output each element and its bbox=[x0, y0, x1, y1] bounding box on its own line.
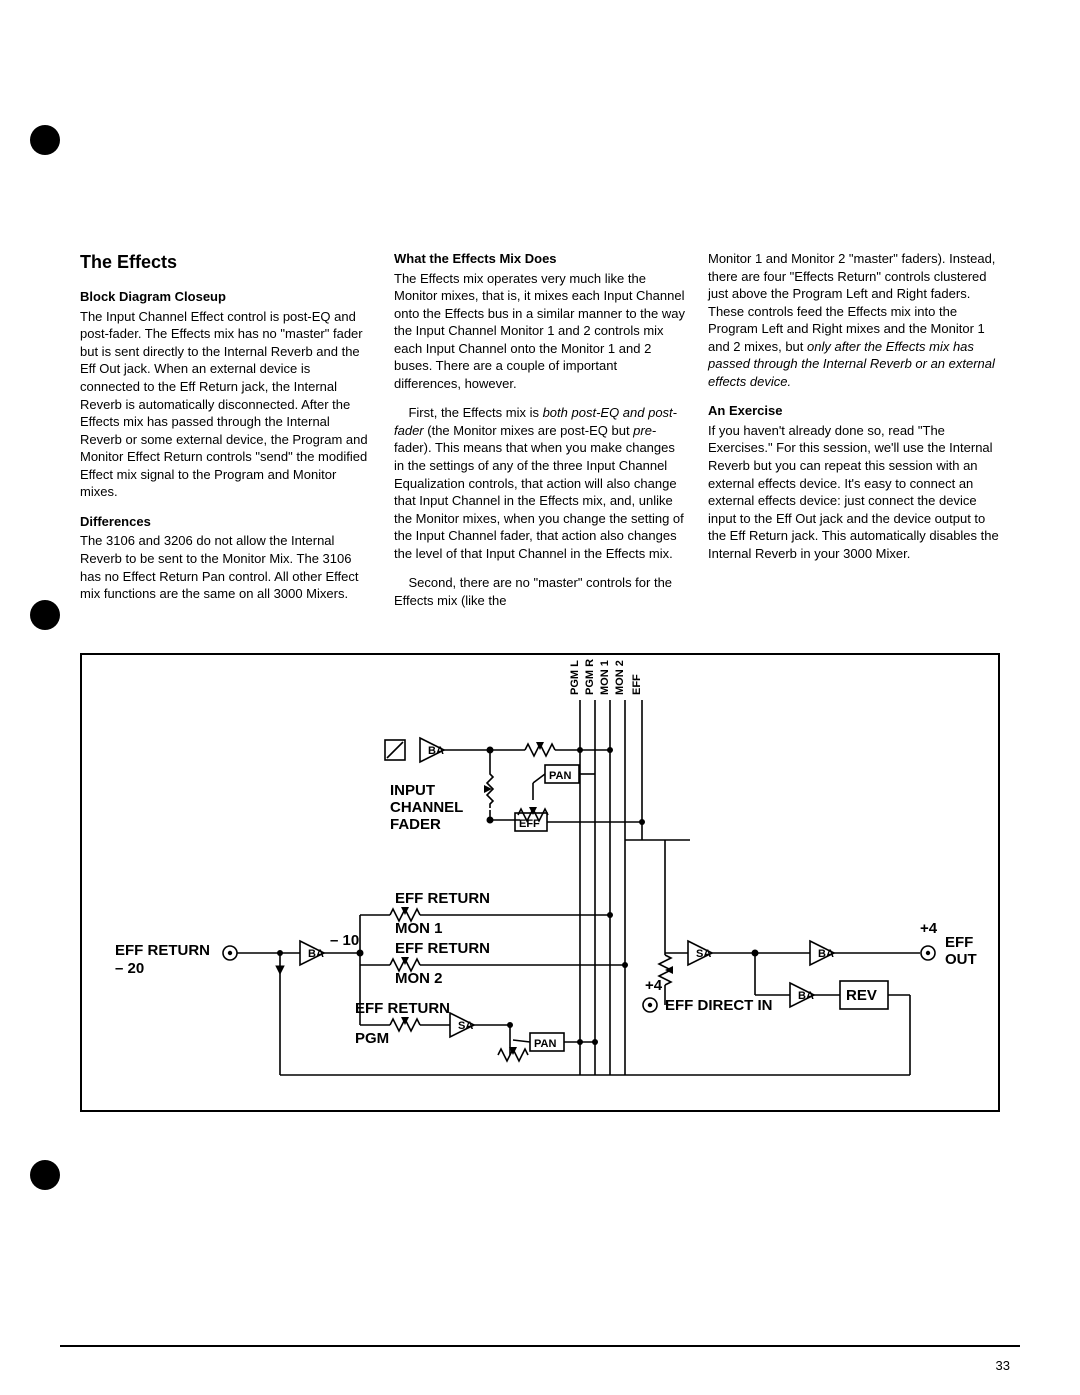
body-paragraph: First, the Effects mix is both post-EQ a… bbox=[394, 404, 686, 562]
fader-label: FADER bbox=[390, 816, 441, 833]
body-paragraph: The Input Channel Effect control is post… bbox=[80, 308, 372, 501]
bus-label: EFF bbox=[631, 674, 643, 695]
amp-label: BA bbox=[428, 745, 444, 757]
amp-label: BA bbox=[798, 990, 814, 1002]
bus-label: PGM R bbox=[584, 659, 596, 695]
subsection-title: Block Diagram Closeup bbox=[80, 288, 372, 306]
body-paragraph: The 3106 and 3206 do not allow the Inter… bbox=[80, 532, 372, 602]
rev-label: REV bbox=[846, 987, 877, 1004]
amp-label: SA bbox=[458, 1020, 473, 1032]
body-paragraph: The Effects mix operates very much like … bbox=[394, 270, 686, 393]
eff-return-mon1-label: EFF RETURN bbox=[395, 890, 490, 907]
minus20-label: – 20 bbox=[115, 960, 144, 977]
bus-label: PGM L bbox=[569, 660, 581, 695]
channel-label: CHANNEL bbox=[390, 799, 463, 816]
mon2-label: MON 2 bbox=[395, 970, 443, 987]
punch-hole-icon bbox=[30, 125, 60, 155]
punch-hole-icon bbox=[30, 1160, 60, 1190]
amp-label: SA bbox=[696, 948, 711, 960]
eff-out-label: OUT bbox=[945, 951, 977, 968]
subsection-title: What the Effects Mix Does bbox=[394, 250, 686, 268]
plus4-label: +4 bbox=[645, 977, 663, 994]
eff-return-mon2-label: EFF RETURN bbox=[395, 940, 490, 957]
subsection-title: Differences bbox=[80, 513, 372, 531]
section-title: The Effects bbox=[80, 250, 372, 274]
eff-label: EFF bbox=[519, 818, 540, 830]
body-paragraph: Second, there are no "master" controls f… bbox=[394, 574, 686, 609]
text-columns: The Effects Block Diagram Closeup The In… bbox=[80, 250, 1000, 621]
page-number: 33 bbox=[996, 1357, 1010, 1375]
bus-label: MON 1 bbox=[599, 661, 611, 696]
plus4-label: +4 bbox=[920, 920, 938, 937]
eff-return-label: EFF RETURN bbox=[115, 942, 210, 959]
footer-rule bbox=[60, 1345, 1020, 1347]
column-3: Monitor 1 and Monitor 2 "master" faders)… bbox=[708, 250, 1000, 621]
column-2: What the Effects Mix Does The Effects mi… bbox=[394, 250, 686, 621]
subsection-title: An Exercise bbox=[708, 402, 1000, 420]
amp-label: BA bbox=[818, 948, 834, 960]
eff-out-label: EFF bbox=[945, 934, 973, 951]
punch-hole-icon bbox=[30, 600, 60, 630]
pan-label: PAN bbox=[534, 1038, 556, 1050]
diagram-svg: PGM L PGM R MON 1 MON 2 EFF BA bbox=[82, 655, 998, 1110]
amp-label: BA bbox=[308, 948, 324, 960]
body-paragraph: If you haven't already done so, read "Th… bbox=[708, 422, 1000, 562]
eff-direct-in-label: EFF DIRECT IN bbox=[665, 997, 773, 1014]
body-paragraph: Monitor 1 and Monitor 2 "master" faders)… bbox=[708, 250, 1000, 390]
column-1: The Effects Block Diagram Closeup The In… bbox=[80, 250, 372, 621]
page: The Effects Block Diagram Closeup The In… bbox=[0, 0, 1080, 1395]
input-label: INPUT bbox=[390, 782, 435, 799]
eff-return-pgm-label: EFF RETURN bbox=[355, 1000, 450, 1017]
pan-label: PAN bbox=[549, 770, 571, 782]
bus-label: MON 2 bbox=[614, 661, 626, 696]
block-diagram: PGM L PGM R MON 1 MON 2 EFF BA bbox=[80, 653, 1000, 1112]
pgm-label: PGM bbox=[355, 1030, 389, 1047]
minus10-label: – 10 bbox=[330, 932, 359, 949]
mon1-label: MON 1 bbox=[395, 920, 443, 937]
